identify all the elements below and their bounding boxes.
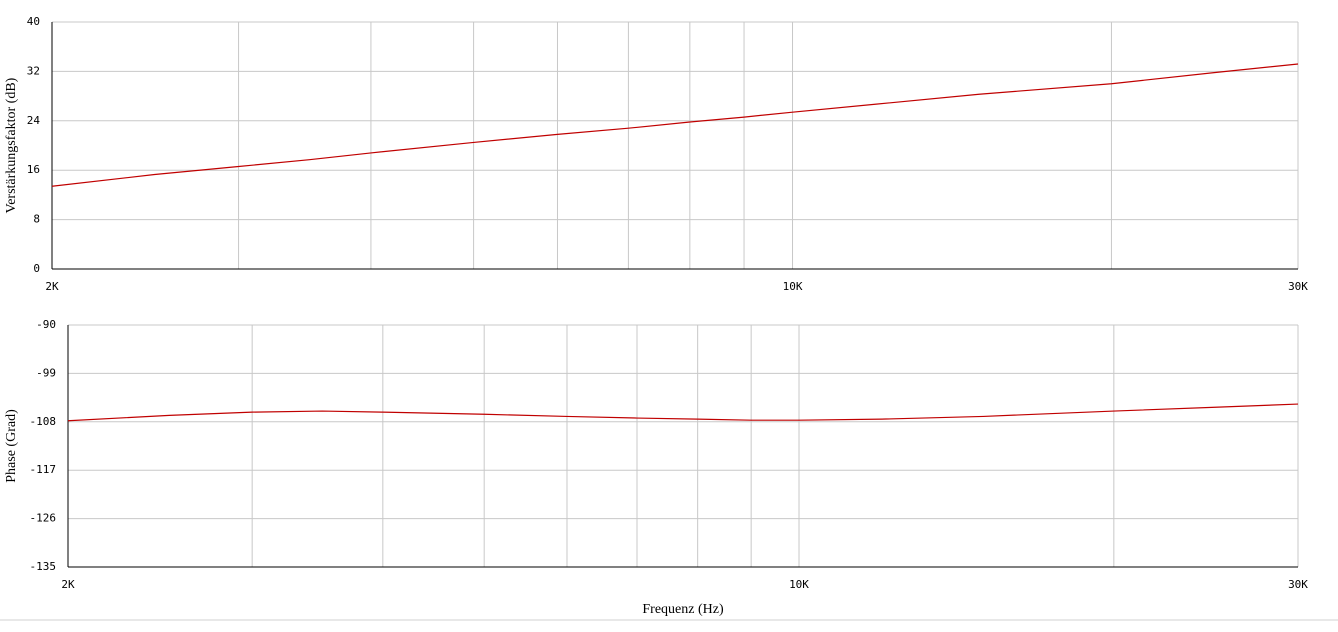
y-axis-label: Verstärkungsfaktor (dB) [4, 77, 19, 213]
x-axis-label: Frequenz (Hz) [642, 602, 724, 617]
data-line [67, 403, 1299, 422]
y-tick-label: 40 [27, 15, 40, 28]
y-tick-label: -99 [36, 366, 56, 379]
x-tick-label: 30K [1288, 280, 1308, 293]
y-tick-label: -126 [30, 512, 57, 525]
data-line [51, 63, 1299, 187]
y-tick-label: -90 [36, 318, 56, 331]
y-tick-label: 16 [27, 163, 40, 176]
y-tick-label: 32 [27, 64, 40, 77]
y-tick-label: -135 [30, 560, 57, 573]
y-axis-label: Phase (Grad) [4, 409, 19, 483]
y-tick-label: 24 [27, 114, 41, 127]
y-tick-label: 8 [33, 213, 40, 226]
y-tick-label: 0 [33, 262, 40, 275]
x-tick-label: 30K [1288, 578, 1308, 591]
y-tick-label: -117 [30, 463, 57, 476]
x-tick-label: 2K [61, 578, 75, 591]
x-tick-label: 2K [45, 280, 59, 293]
y-tick-label: -108 [30, 415, 57, 428]
x-tick-label: 10K [789, 578, 809, 591]
x-tick-label: 10K [783, 280, 803, 293]
